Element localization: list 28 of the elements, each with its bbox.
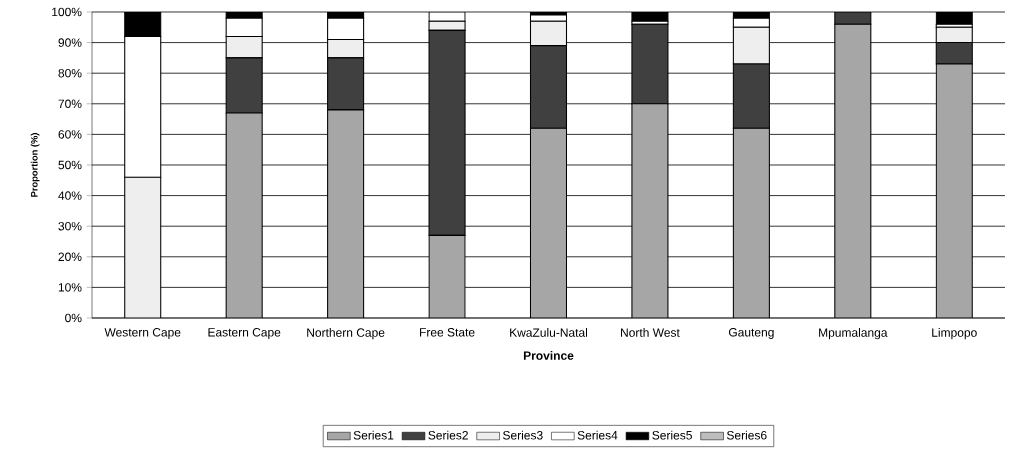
legend-label: Series3 — [503, 430, 543, 440]
y-tick-label: 90% — [58, 38, 82, 47]
legend-label: Series4 — [577, 430, 618, 440]
y-tick-label: 50% — [58, 160, 82, 170]
x-tick-label: Eastern Cape — [208, 328, 281, 339]
x-axis-title: Province — [523, 351, 574, 360]
legend-label: Series1 — [353, 430, 394, 440]
y-tick-label: 80% — [58, 68, 82, 78]
y-axis-title: Proportion (%) — [30, 133, 40, 197]
x-tick-label: Mpumalanga — [819, 328, 888, 340]
y-tick-label: 100% — [52, 7, 82, 17]
y-tick-label: 40% — [58, 191, 82, 200]
legend-label: Series6 — [726, 430, 767, 440]
x-tick-label: KwaZulu-Natal — [510, 328, 588, 337]
x-tick-label: Gauteng — [728, 328, 774, 339]
x-tick-label: North West — [621, 328, 680, 337]
y-tick-label: 30% — [58, 221, 82, 231]
legend-label: Series5 — [652, 430, 692, 440]
x-tick-label: Limpopo — [932, 328, 977, 340]
y-tick-label: 20% — [58, 252, 82, 262]
legend-label: Series2 — [428, 430, 468, 440]
y-tick-label: 10% — [58, 283, 82, 292]
y-tick-label: 60% — [58, 130, 82, 139]
x-tick-label: Free State — [420, 328, 475, 337]
x-tick-label: Western Cape — [104, 328, 181, 339]
x-tick-label: Northern Cape — [307, 328, 385, 340]
y-tick-label: 0% — [65, 313, 82, 323]
y-tick-label: 70% — [58, 99, 82, 109]
